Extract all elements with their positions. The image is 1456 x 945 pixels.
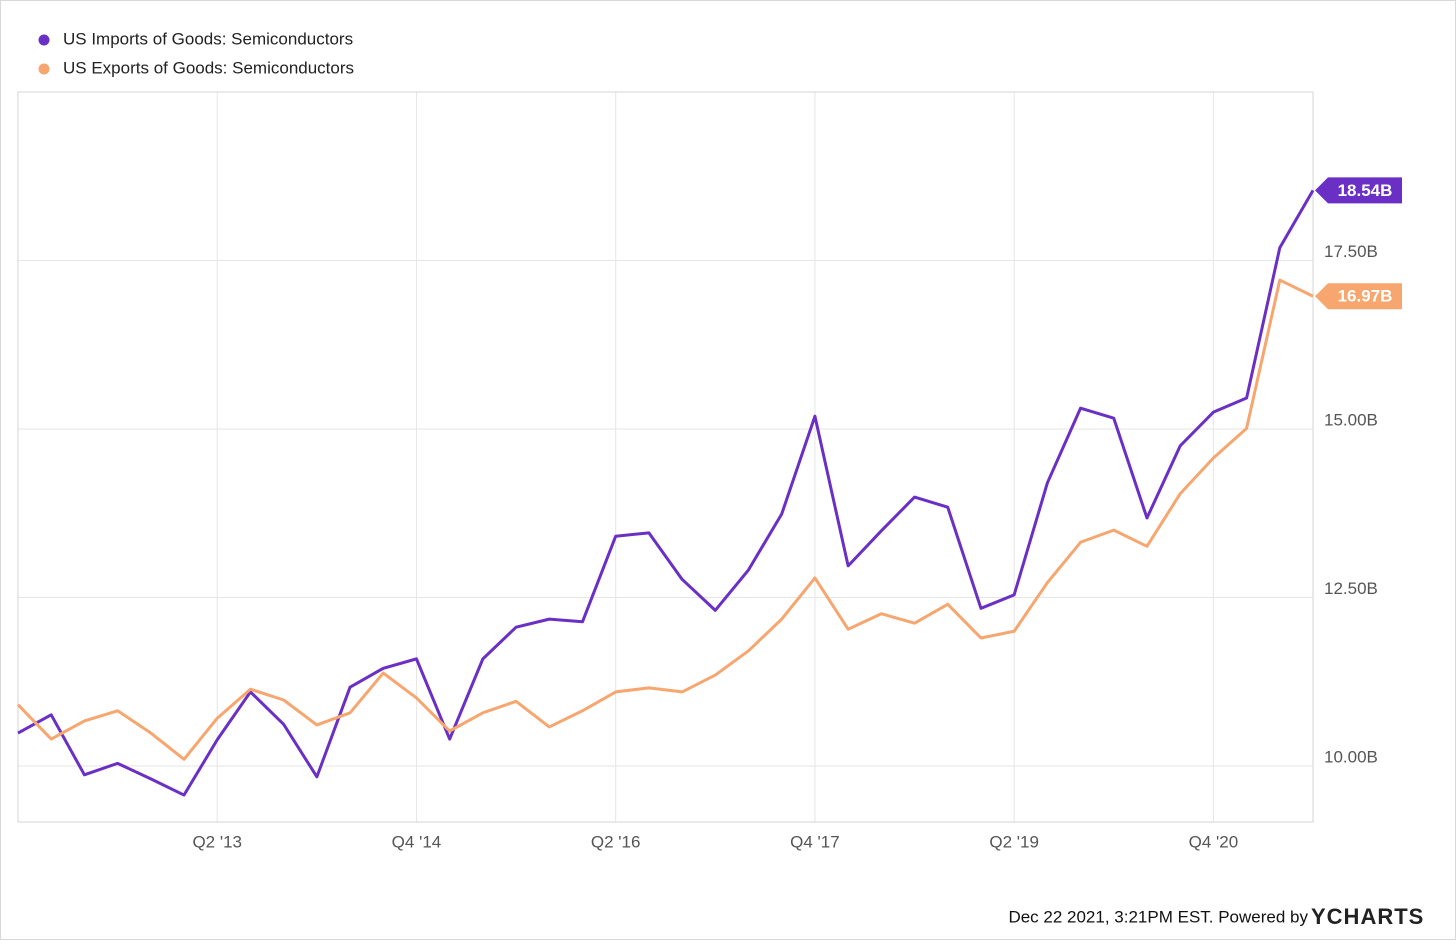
lines [16,189,1315,797]
value-label-tag [1315,177,1402,204]
series-line [16,278,1314,761]
x-tick-label: Q2 '19 [989,832,1039,851]
y-tick-label: 15.00B [1324,411,1378,430]
x-tick-label: Q4 '14 [392,832,442,851]
legend: US Imports of Goods: Semiconductors US Ex… [38,29,354,77]
legend-marker [38,34,50,46]
grid [18,92,1313,822]
value-label-tag [1315,283,1402,310]
source-note: Dec 22 2021, 3:21PM EST. Powered by [1008,907,1308,926]
series-line [17,189,1315,797]
brand: YCHARTS [1311,904,1424,929]
x-tick-label: Q4 '20 [1189,832,1239,851]
legend-label: US Exports of Goods: Semiconductors [63,58,354,77]
y-tick-label: 17.50B [1324,242,1378,261]
value-label: 18.54B [1338,181,1393,200]
y-tick-label: 10.00B [1324,748,1378,767]
x-tick-label: Q2 '13 [192,832,242,851]
y-tick-label: 12.50B [1324,579,1378,598]
plot-border [17,91,1314,823]
x-tick-label: Q2 '16 [591,832,641,851]
x-tick-label: Q4 '17 [790,832,840,851]
legend-marker [38,63,50,75]
value-label: 16.97B [1338,287,1393,306]
legend-label: US Imports of Goods: Semiconductors [63,29,353,48]
